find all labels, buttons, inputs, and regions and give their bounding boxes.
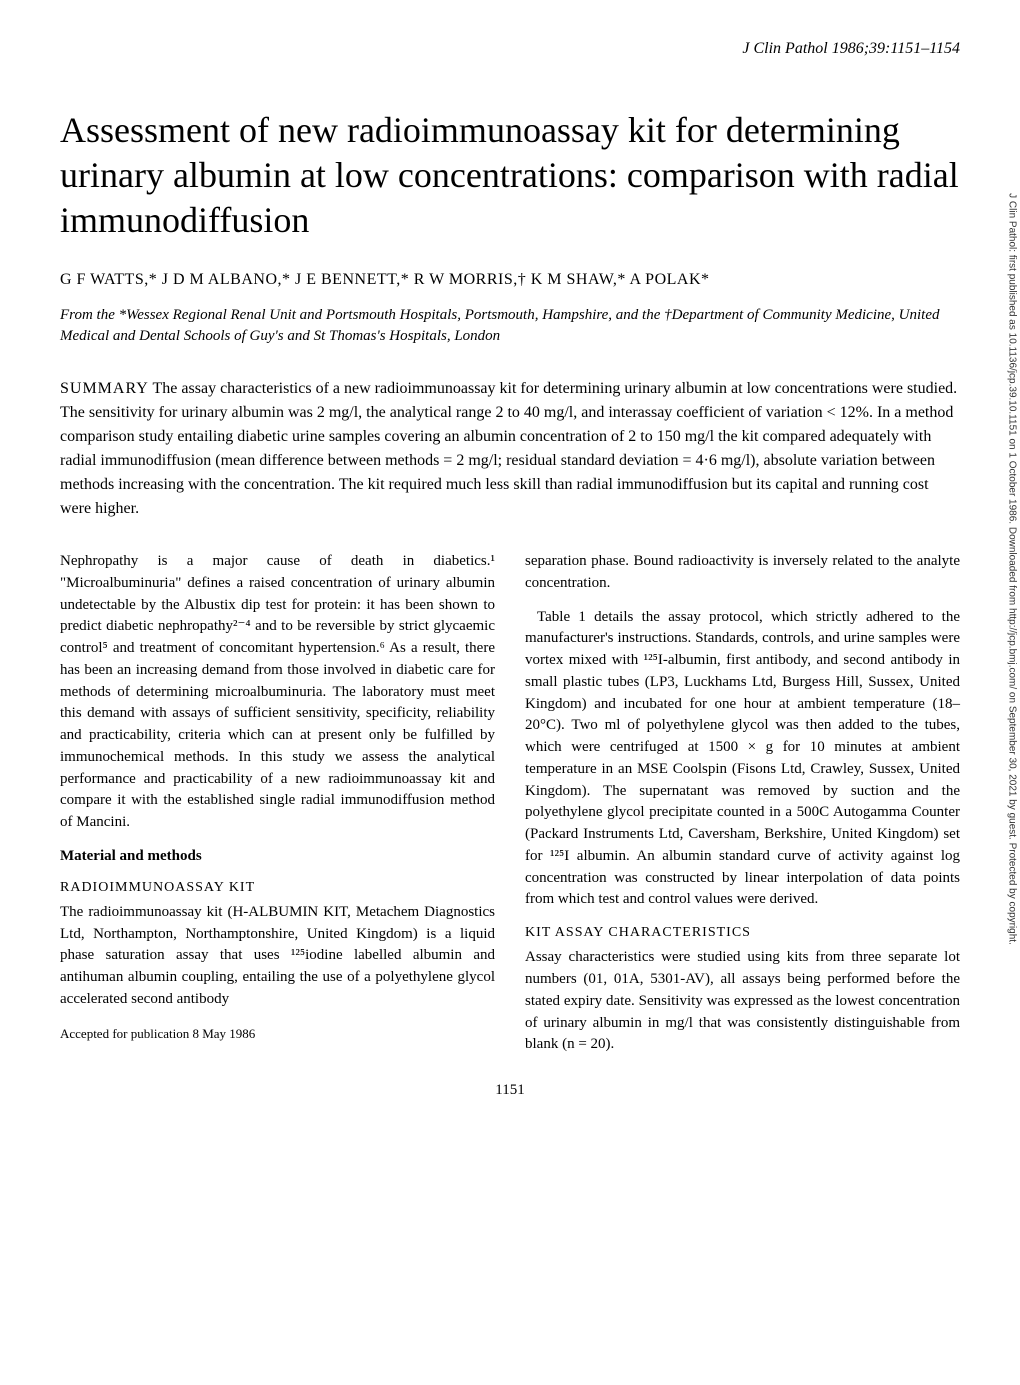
ria-kit-subheading: RADIOIMMUNOASSAY KIT [60, 878, 495, 898]
journal-reference: J Clin Pathol 1986;39:1151–1154 [60, 40, 960, 58]
material-methods-heading: Material and methods [60, 846, 495, 868]
paper-title: Assessment of new radioimmunoassay kit f… [60, 108, 960, 243]
kit-assay-subheading: KIT ASSAY CHARACTERISTICS [525, 923, 960, 943]
accepted-date: Accepted for publication 8 May 1986 [60, 1025, 495, 1044]
authors-line: G F WATTS,* J D M ALBANO,* J E BENNETT,*… [60, 271, 960, 289]
summary-text: The assay characteristics of a new radio… [60, 380, 957, 517]
ria-paragraph-1: The radioimmunoassay kit (H-ALBUMIN KIT,… [60, 902, 495, 1011]
col2-paragraph-2: Table 1 details the assay protocol, whic… [525, 607, 960, 912]
summary-label: SUMMARY [60, 380, 149, 397]
intro-paragraph-1: Nephropathy is a major cause of death in… [60, 551, 495, 834]
page-number: 1151 [60, 1082, 960, 1099]
col2-paragraph-1: separation phase. Bound radioactivity is… [525, 551, 960, 595]
copyright-sidebar: J Clin Pathol: first published as 10.113… [1007, 0, 1018, 1169]
affiliation-line: From the *Wessex Regional Renal Unit and… [60, 305, 960, 347]
body-columns: Nephropathy is a major cause of death in… [60, 551, 960, 1062]
summary-block: SUMMARY The assay characteristics of a n… [60, 377, 960, 521]
kit-paragraph-1: Assay characteristics were studied using… [525, 947, 960, 1056]
